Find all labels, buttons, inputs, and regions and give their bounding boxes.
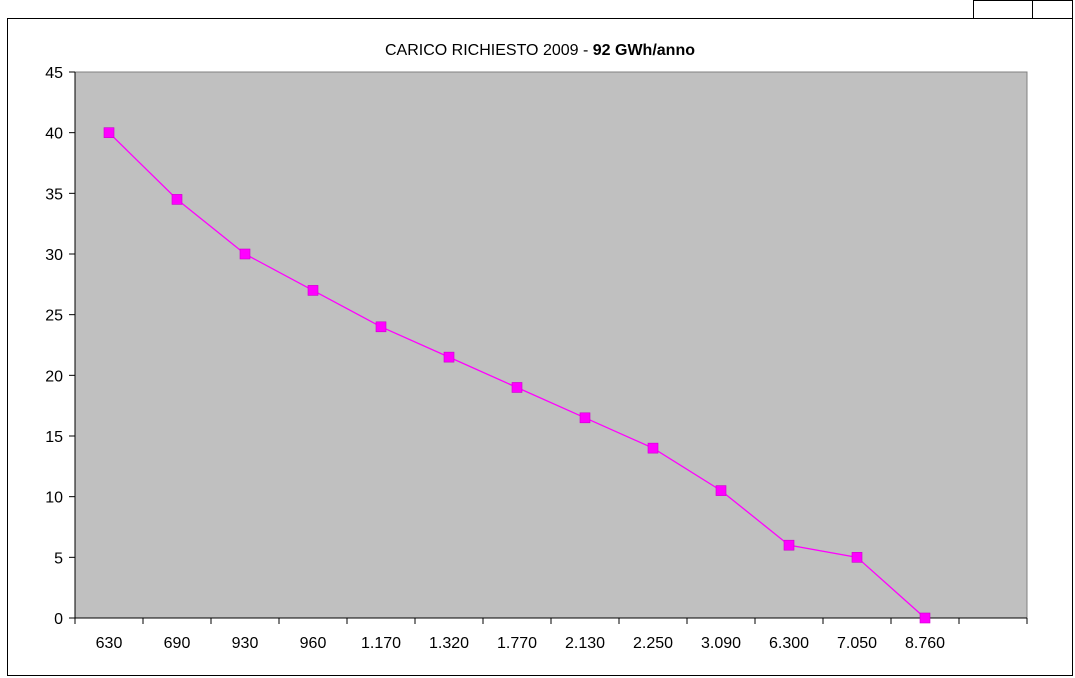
x-tick-label: 960: [300, 635, 327, 652]
data-point: [715, 485, 727, 496]
y-tick-label: 45: [45, 65, 63, 82]
data-point: [511, 382, 523, 393]
y-tick-label: 40: [45, 126, 63, 143]
y-axis: 0 5 10 15 20 25 30 35 40 45: [45, 65, 76, 628]
data-point: [919, 612, 931, 624]
y-tick-label: 0: [54, 611, 63, 628]
chart-title-main: CARICO RICHIESTO 2009 -: [385, 42, 593, 59]
chart-title-bold: 92 GWh/anno: [593, 42, 695, 59]
x-tick-label: 690: [164, 635, 191, 652]
plot-area: [74, 71, 1028, 619]
data-point: [443, 351, 455, 363]
y-tick-label: 20: [45, 368, 63, 385]
y-tick-label: 25: [45, 308, 63, 325]
y-tick-label: 5: [54, 550, 63, 567]
y-tick-label: 15: [45, 429, 63, 446]
x-tick-label: 2.130: [565, 635, 605, 652]
x-axis: 630 690 930 960 1.170 1.320 1.770 2.130 2.250 3.0…: [74, 617, 1028, 652]
x-tick-label: 1.320: [429, 635, 469, 652]
data-point: [783, 539, 795, 551]
y-tick-label: 30: [45, 247, 63, 264]
x-tick-label: 8.760: [905, 635, 945, 652]
data-point: [579, 412, 591, 424]
corner-header-box: [973, 0, 1073, 18]
x-tick-label: 6.300: [769, 635, 809, 652]
x-tick-label: 930: [232, 635, 259, 652]
x-tick-label: 7.050: [837, 635, 877, 652]
data-point: [851, 552, 863, 563]
data-point: [239, 248, 251, 260]
data-point: [171, 194, 183, 205]
data-point: [375, 321, 387, 333]
x-tick-label: 630: [96, 635, 123, 652]
x-tick-label: 1.170: [361, 635, 401, 652]
corner-header-divider: [1032, 0, 1033, 18]
data-point: [103, 127, 115, 138]
chart-title: CARICO RICHIESTO 2009 - 92 GWh/anno: [385, 42, 695, 59]
y-tick-label: 10: [45, 490, 63, 507]
x-tick-label: 3.090: [701, 635, 741, 652]
data-point: [307, 285, 319, 296]
y-tick-label: 35: [45, 186, 63, 203]
x-tick-label: 2.250: [633, 635, 673, 652]
data-point: [647, 442, 659, 454]
series-carico: [103, 127, 931, 624]
x-tick-label: 1.770: [497, 635, 537, 652]
